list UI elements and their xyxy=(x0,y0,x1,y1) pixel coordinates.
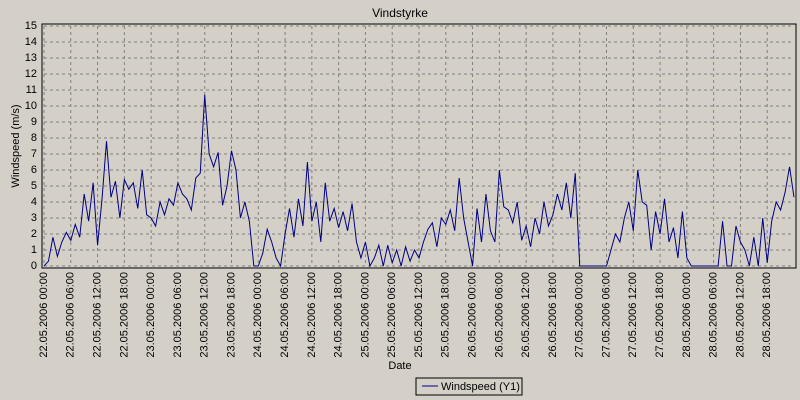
x-tick-label: 23.05.2006 12:00 xyxy=(199,272,211,358)
x-tick-label: 28.05.2006 18:00 xyxy=(761,272,773,358)
y-axis-label: Windspeed (m/s) xyxy=(10,104,22,187)
y-tick-label: 2 xyxy=(31,228,37,240)
y-tick-label: 1 xyxy=(31,244,37,256)
y-tick-label: 4 xyxy=(31,196,37,208)
y-tick-label: 0 xyxy=(31,260,37,272)
x-tick-label: 27.05.2006 00:00 xyxy=(574,272,586,358)
x-tick-label: 26.05.2006 18:00 xyxy=(547,272,559,358)
x-tick-label: 25.05.2006 12:00 xyxy=(413,272,425,358)
x-tick-label: 23.05.2006 00:00 xyxy=(145,272,157,358)
x-tick-label: 26.05.2006 12:00 xyxy=(520,272,532,358)
x-tick-label: 24.05.2006 12:00 xyxy=(306,272,318,358)
legend-label: Windspeed (Y1) xyxy=(441,381,520,393)
x-tick-label: 25.05.2006 06:00 xyxy=(386,272,398,358)
x-tick-label: 26.05.2006 06:00 xyxy=(493,272,505,358)
y-tick-label: 13 xyxy=(25,52,37,64)
x-tick-label: 28.05.2006 00:00 xyxy=(681,272,693,358)
x-axis-label: Date xyxy=(388,360,411,372)
x-tick-label: 22.05.2006 18:00 xyxy=(118,272,130,358)
x-tick-label: 24.05.2006 06:00 xyxy=(279,272,291,358)
chart-title: Vindstyrke xyxy=(372,6,428,20)
y-tick-label: 3 xyxy=(31,212,37,224)
y-tick-label: 14 xyxy=(25,36,37,48)
x-tick-label: 24.05.2006 18:00 xyxy=(333,272,345,358)
y-tick-label: 6 xyxy=(31,164,37,176)
x-tick-label: 23.05.2006 18:00 xyxy=(225,272,237,358)
x-tick-label: 24.05.2006 00:00 xyxy=(252,272,264,358)
y-tick-label: 10 xyxy=(25,100,37,112)
x-tick-label: 25.05.2006 18:00 xyxy=(440,272,452,358)
x-tick-label: 28.05.2006 06:00 xyxy=(708,272,720,358)
x-tick-label: 27.05.2006 18:00 xyxy=(654,272,666,358)
x-tick-label: 27.05.2006 12:00 xyxy=(627,272,639,358)
y-tick-label: 5 xyxy=(31,180,37,192)
x-tick-label: 28.05.2006 12:00 xyxy=(734,272,746,358)
x-tick-label: 25.05.2006 00:00 xyxy=(359,272,371,358)
y-tick-label: 12 xyxy=(25,68,37,80)
x-tick-label: 22.05.2006 12:00 xyxy=(91,272,103,358)
x-tick-label: 26.05.2006 00:00 xyxy=(466,272,478,358)
x-tick-label: 23.05.2006 06:00 xyxy=(172,272,184,358)
x-tick-label: 22.05.2006 06:00 xyxy=(65,272,77,358)
y-tick-label: 15 xyxy=(25,20,37,32)
y-tick-label: 7 xyxy=(31,148,37,160)
y-tick-label: 9 xyxy=(31,116,37,128)
legend-box xyxy=(415,377,523,396)
y-tick-label: 11 xyxy=(26,84,37,96)
x-tick-label: 22.05.2006 00:00 xyxy=(38,272,50,358)
x-tick-label: 27.05.2006 06:00 xyxy=(600,272,612,358)
y-tick-label: 8 xyxy=(31,132,37,144)
data-line xyxy=(43,94,795,268)
